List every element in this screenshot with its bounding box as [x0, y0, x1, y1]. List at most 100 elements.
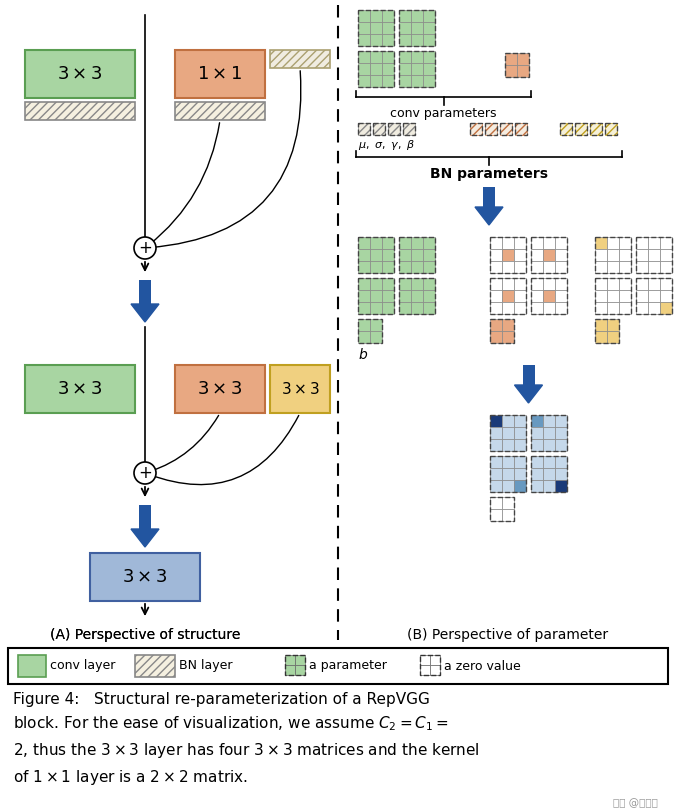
Bar	[358, 63, 370, 75]
Bar	[555, 237, 567, 249]
Polygon shape	[131, 529, 159, 547]
Bar	[502, 456, 514, 468]
Bar	[382, 302, 394, 314]
Bar	[485, 123, 497, 135]
Text: $\mu,\ \sigma,\ \gamma,\ \beta$: $\mu,\ \sigma,\ \gamma,\ \beta$	[358, 138, 416, 152]
Bar	[25, 102, 135, 120]
Bar	[411, 261, 423, 273]
Bar	[295, 655, 305, 665]
Bar	[490, 319, 514, 343]
Bar	[590, 123, 602, 135]
Bar	[399, 302, 411, 314]
Bar	[490, 290, 502, 302]
Bar	[531, 249, 543, 261]
Bar	[90, 553, 200, 601]
Bar	[502, 278, 514, 290]
Bar	[388, 123, 400, 135]
Bar	[531, 415, 543, 427]
Bar	[399, 249, 411, 261]
Bar	[490, 319, 502, 331]
Bar	[295, 665, 305, 675]
Bar	[660, 237, 672, 249]
Bar	[411, 290, 423, 302]
Bar	[382, 63, 394, 75]
Bar	[285, 665, 295, 675]
Bar	[358, 331, 370, 343]
Bar	[370, 22, 382, 34]
Bar	[595, 319, 607, 331]
Bar	[543, 427, 555, 439]
Bar	[502, 480, 514, 492]
Bar	[607, 331, 619, 343]
Bar	[514, 278, 526, 290]
Bar	[555, 302, 567, 314]
Bar	[358, 302, 370, 314]
Bar	[399, 261, 411, 273]
Text: $3\times3$: $3\times3$	[197, 380, 243, 398]
Bar	[411, 34, 423, 46]
Bar	[358, 22, 370, 34]
Bar	[505, 53, 529, 77]
Bar	[500, 123, 512, 135]
Bar	[420, 655, 440, 675]
Bar	[636, 302, 648, 314]
Bar	[25, 50, 135, 98]
Bar	[636, 278, 648, 290]
Bar	[595, 290, 607, 302]
Bar	[382, 261, 394, 273]
Bar	[555, 261, 567, 273]
Bar	[411, 10, 423, 22]
Bar	[25, 365, 135, 413]
Text: $b$: $b$	[358, 347, 368, 362]
Bar	[370, 75, 382, 87]
Bar	[370, 51, 382, 63]
Bar	[411, 63, 423, 75]
Bar	[636, 237, 672, 273]
Bar	[648, 237, 660, 249]
Bar	[607, 278, 619, 290]
Bar	[575, 123, 587, 135]
Bar	[8, 648, 668, 684]
Bar	[517, 53, 529, 65]
Text: Figure 4:   Structural re-parameterization of a RepVGG
block. For the ease of vi: Figure 4: Structural re-parameterization…	[13, 692, 480, 787]
Bar	[555, 415, 567, 427]
Bar	[490, 468, 502, 480]
Text: a zero value: a zero value	[444, 659, 521, 672]
Circle shape	[134, 462, 156, 484]
Bar	[358, 123, 370, 135]
Bar	[358, 261, 370, 273]
Bar	[423, 34, 435, 46]
Text: (A) Perspective of structure: (A) Perspective of structure	[50, 628, 240, 642]
Bar	[660, 290, 672, 302]
Bar	[490, 261, 502, 273]
Bar	[531, 290, 543, 302]
Bar	[373, 123, 385, 135]
Bar	[502, 249, 514, 261]
Bar	[175, 50, 265, 98]
Bar	[135, 655, 175, 677]
Bar	[411, 51, 423, 63]
Bar	[423, 75, 435, 87]
Bar	[399, 278, 435, 314]
Bar	[607, 261, 619, 273]
Bar	[175, 365, 265, 413]
Bar	[285, 655, 295, 665]
Bar	[502, 319, 514, 331]
Bar	[423, 237, 435, 249]
Bar	[515, 123, 527, 135]
Bar	[382, 10, 394, 22]
Bar	[490, 456, 526, 492]
Bar	[502, 331, 514, 343]
Bar	[648, 278, 660, 290]
Bar	[382, 51, 394, 63]
Bar	[399, 237, 435, 273]
Bar	[370, 237, 382, 249]
Bar	[388, 123, 400, 135]
Bar	[370, 249, 382, 261]
Bar	[411, 75, 423, 87]
Bar	[619, 302, 631, 314]
Bar	[502, 261, 514, 273]
Bar	[423, 302, 435, 314]
Bar	[619, 261, 631, 273]
Bar	[555, 468, 567, 480]
